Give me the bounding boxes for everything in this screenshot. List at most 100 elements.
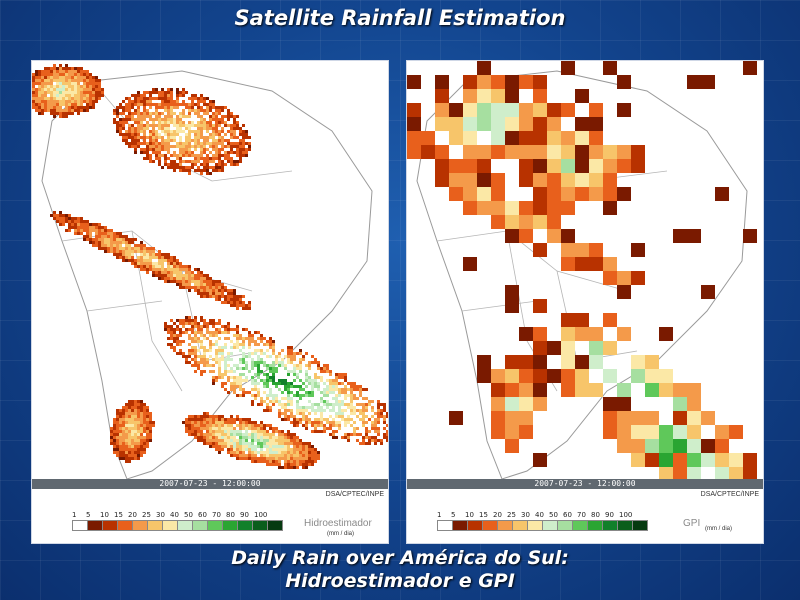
rain-pixel [287,400,290,403]
rain-pixel [215,118,218,121]
rain-pixel [227,124,230,127]
rain-pixel [158,262,161,265]
rain-pixel [179,112,182,115]
rain-pixel [167,115,170,118]
rain-pixel [128,115,131,118]
rain-pixel [233,127,236,130]
rain-pixel [68,91,71,94]
rain-pixel [74,103,77,106]
rain-pixel [152,247,155,250]
rain-pixel [35,79,38,82]
rain-pixel [44,67,47,70]
rain-pixel [152,142,155,145]
rain-pixel [179,145,182,148]
rain-pixel [386,436,388,439]
rain-pixel [188,265,191,268]
rain-pixel [236,121,239,124]
rain-pixel [272,373,275,376]
rain-pixel [314,382,317,385]
rain-pixel [68,97,71,100]
rain-pixel [239,349,242,352]
rain-pixel [296,400,299,403]
rain-pixel [56,214,59,217]
rain-pixel [74,73,77,76]
rain-pixel [176,277,179,280]
rain-pixel [221,163,224,166]
rain-pixel [191,160,194,163]
rain-pixel [239,394,242,397]
rain-pixel [260,370,263,373]
rain-pixel [227,301,230,304]
rain-pixel [188,268,191,271]
rain-pixel [176,145,179,148]
rain-pixel [215,127,218,130]
rain-pixel [386,412,388,415]
rain-pixel [212,160,215,163]
rain-pixel [59,214,62,217]
rain-pixel [197,121,200,124]
rain-pixel [137,100,140,103]
rain-pixel [269,391,272,394]
rain-pixel [332,421,335,424]
rain-pixel [203,121,206,124]
rain-pixel [365,442,368,445]
rain-pixel [245,151,248,154]
rain-pixel [272,346,275,349]
rain-pixel [131,259,134,262]
rain-pixel [182,274,185,277]
rain-pixel [113,112,116,115]
rain-pixel [338,400,341,403]
rain-pixel [98,82,101,85]
rain-pixel [140,151,143,154]
rain-pixel [230,292,233,295]
rain-pixel [287,373,290,376]
rain-pixel [353,385,356,388]
rain-pixel [122,106,125,109]
rain-pixel [215,133,218,136]
rain-pixel [158,133,161,136]
rain-pixel [338,382,341,385]
rain-pixel [113,247,116,250]
rain-pixel [227,295,230,298]
rain-pixel [131,256,134,259]
rain-pixel [134,130,137,133]
rain-pixel [89,223,92,226]
rain-pixel [158,115,161,118]
rain-pixel [98,97,101,100]
rain-pixel [158,253,161,256]
rain-pixel [101,235,104,238]
rain-pixel [221,295,224,298]
rain-pixel [113,232,116,235]
rain-pixel [197,367,200,370]
rain-pixel [215,166,218,169]
rain-pixel [122,256,125,259]
rain-pixel [182,331,185,334]
rain-pixel [209,355,212,358]
rain-pixel [74,82,77,85]
rain-pixel [311,424,314,427]
rain-pixel [176,343,179,346]
rain-pixel [212,319,215,322]
rain-pixel [95,235,98,238]
rain-pixel [173,154,176,157]
rain-pixel [59,76,62,79]
rain-pixel [116,106,119,109]
rain-pixel [134,247,137,250]
rain-pixel [218,286,221,289]
rain-pixel [161,274,164,277]
rain-pixel [125,139,128,142]
rain-pixel [233,142,236,145]
rain-pixel [230,157,233,160]
rain-pixel [209,109,212,112]
rain-pixel [146,97,149,100]
rain-pixel [74,220,77,223]
rain-pixel [197,268,200,271]
rain-pixel [158,163,161,166]
rain-pixel [329,415,332,418]
rain-pixel [263,409,266,412]
rain-pixel [56,106,59,109]
rain-pixel [209,118,212,121]
rain-pixel [146,154,149,157]
rain-pixel [164,133,167,136]
rain-pixel [326,421,329,424]
